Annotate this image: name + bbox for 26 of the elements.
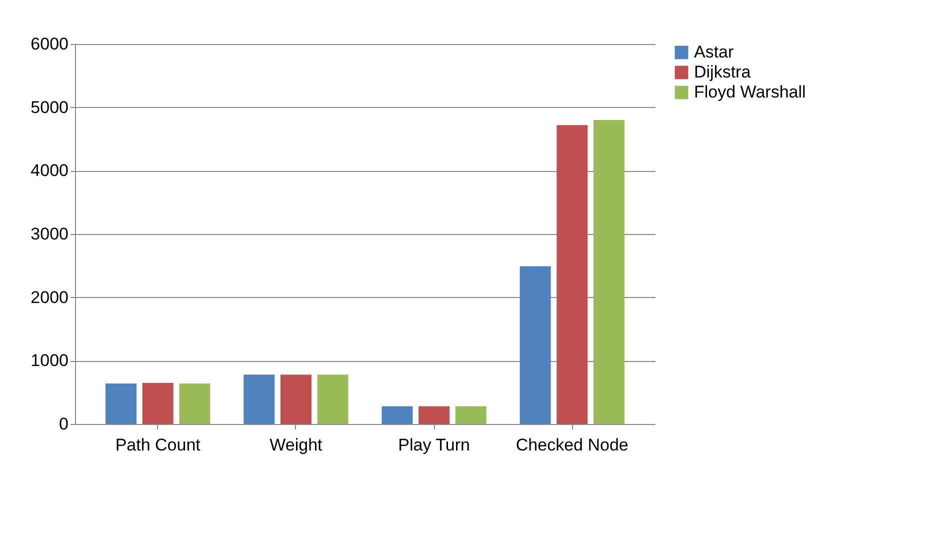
y-tick-label: 0: [59, 414, 68, 434]
bar: [280, 374, 312, 424]
y-tick-label: 4000: [30, 161, 68, 180]
bar: [382, 406, 413, 424]
bar: [317, 374, 348, 424]
bar: [455, 406, 486, 424]
y-tick-label: 2000: [30, 288, 68, 307]
legend-label: Floyd Warshall: [694, 82, 806, 102]
bar: [142, 382, 174, 424]
bar: [418, 406, 450, 424]
x-tick-label: Path Count: [115, 436, 201, 454]
bar: [520, 266, 551, 424]
y-tick-label: 1000: [30, 351, 68, 370]
bar: [244, 374, 275, 424]
bar: [556, 125, 588, 424]
x-tick-label: Checked Node: [516, 436, 628, 454]
legend-label: Astar: [694, 42, 734, 62]
bar: [179, 383, 210, 424]
x-tick-label: Play Turn: [398, 436, 470, 454]
legend-label: Dijkstra: [694, 62, 752, 82]
y-tick-label: 6000: [30, 34, 68, 54]
bar: [106, 383, 137, 424]
y-tick-label: 3000: [30, 224, 68, 244]
x-tick-label: Weight: [270, 436, 323, 454]
bar: [593, 120, 624, 424]
y-tick-label: 5000: [30, 98, 68, 117]
